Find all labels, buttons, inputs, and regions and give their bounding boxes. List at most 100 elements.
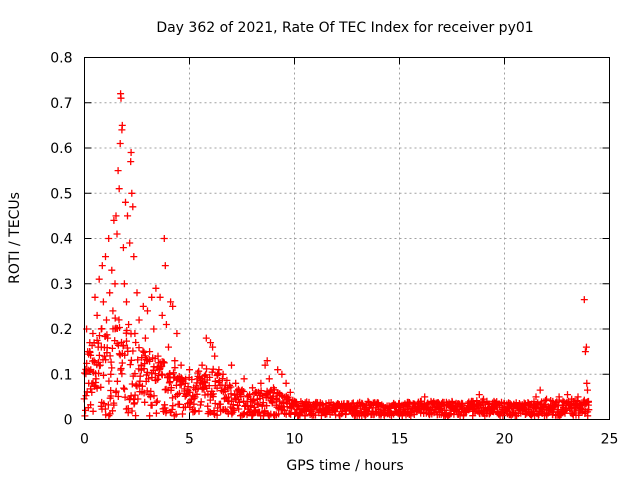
roti-point xyxy=(115,185,123,193)
roti-point xyxy=(555,393,563,401)
roti-band-point xyxy=(168,406,176,413)
roti-point xyxy=(574,393,582,401)
roti-point xyxy=(87,366,95,374)
roti-band-point xyxy=(131,399,138,407)
roti-band-point xyxy=(578,404,586,412)
roti-point xyxy=(511,402,519,410)
roti-point xyxy=(438,400,445,408)
roti-point xyxy=(104,334,112,342)
roti-band-point xyxy=(108,364,116,372)
roti-band-point xyxy=(210,407,218,415)
roti-point xyxy=(105,235,113,242)
roti-point xyxy=(536,386,544,394)
roti-band-point xyxy=(221,388,229,396)
roti-band-point xyxy=(127,356,135,364)
roti-band-point xyxy=(152,399,160,406)
roti-band-point xyxy=(134,395,142,403)
roti-band-point xyxy=(520,404,528,412)
roti-band-point xyxy=(275,410,283,418)
roti-point xyxy=(501,400,508,408)
roti-point xyxy=(286,388,294,396)
x-axis-label: GPS time / hours xyxy=(286,458,403,474)
roti-point xyxy=(582,343,590,351)
roti-point xyxy=(543,395,550,403)
roti-point xyxy=(89,330,97,337)
roti-band-point xyxy=(152,409,160,417)
roti-point xyxy=(364,397,372,405)
roti-band-point xyxy=(214,369,222,377)
roti-point xyxy=(85,379,93,387)
roti-band-point xyxy=(172,410,180,418)
roti-band-point xyxy=(129,347,137,355)
roti-band-point xyxy=(96,332,103,340)
roti-band-point xyxy=(113,377,121,385)
roti-point xyxy=(522,400,529,408)
roti-point xyxy=(417,397,424,405)
roti-band-point xyxy=(119,342,127,350)
y-axis-label: ROTI / TECUs xyxy=(7,192,23,284)
roti-band-point xyxy=(110,399,118,407)
roti-band-point xyxy=(123,327,131,334)
roti-point xyxy=(211,352,219,360)
roti-point xyxy=(175,375,183,383)
roti-point xyxy=(114,167,122,175)
roti-point xyxy=(144,307,151,315)
roti-band-point xyxy=(87,385,95,393)
roti-point xyxy=(282,379,290,387)
roti-point xyxy=(119,244,127,252)
roti-point xyxy=(421,393,429,401)
roti-point xyxy=(209,343,217,351)
roti-point xyxy=(580,296,588,304)
roti-point xyxy=(167,298,175,306)
roti-point xyxy=(91,293,99,301)
roti-point xyxy=(343,400,351,408)
roti-point xyxy=(406,400,414,408)
roti-band-point xyxy=(95,369,103,377)
roti-band-point xyxy=(454,408,462,416)
data-points xyxy=(80,90,593,420)
y-tick-label: 0 xyxy=(64,413,73,429)
roti-point xyxy=(98,262,106,270)
roti-point xyxy=(101,352,108,360)
roti-point xyxy=(186,366,193,374)
roti-point xyxy=(111,280,119,288)
roti-point xyxy=(549,397,557,405)
roti-point xyxy=(152,284,160,292)
roti-band-point xyxy=(121,393,129,401)
roti-band-point xyxy=(285,395,293,403)
roti-band-point xyxy=(209,393,217,401)
roti-point xyxy=(94,343,102,351)
roti-band-point xyxy=(102,356,110,364)
roti-point xyxy=(112,212,120,220)
roti-band-point xyxy=(115,316,123,324)
roti-band-point xyxy=(105,412,113,420)
roti-band-point xyxy=(102,411,110,419)
roti-point xyxy=(137,361,145,369)
roti-point xyxy=(117,94,125,102)
roti-band-point xyxy=(136,372,144,380)
x-tick-label: 25 xyxy=(601,432,619,448)
roti-point xyxy=(154,352,162,360)
roti-point xyxy=(249,384,256,392)
roti-point xyxy=(146,348,154,356)
roti-band-point xyxy=(101,405,109,413)
roti-point xyxy=(133,289,141,297)
roti-point xyxy=(106,289,114,297)
roti-band-point xyxy=(263,402,271,410)
roti-point xyxy=(169,302,177,310)
roti-band-point xyxy=(190,400,198,408)
roti-band-point xyxy=(227,383,235,391)
roti-point xyxy=(125,321,133,328)
roti-band-point xyxy=(127,392,135,400)
roti-point xyxy=(122,198,129,206)
roti-band-point xyxy=(158,371,166,379)
roti-point xyxy=(584,386,591,394)
roti-point xyxy=(103,316,110,324)
roti-point xyxy=(110,216,118,224)
roti-point xyxy=(396,402,403,410)
roti-band-point xyxy=(93,384,101,392)
roti-point xyxy=(161,262,169,270)
plot-frame xyxy=(84,57,610,420)
roti-point xyxy=(207,339,214,347)
